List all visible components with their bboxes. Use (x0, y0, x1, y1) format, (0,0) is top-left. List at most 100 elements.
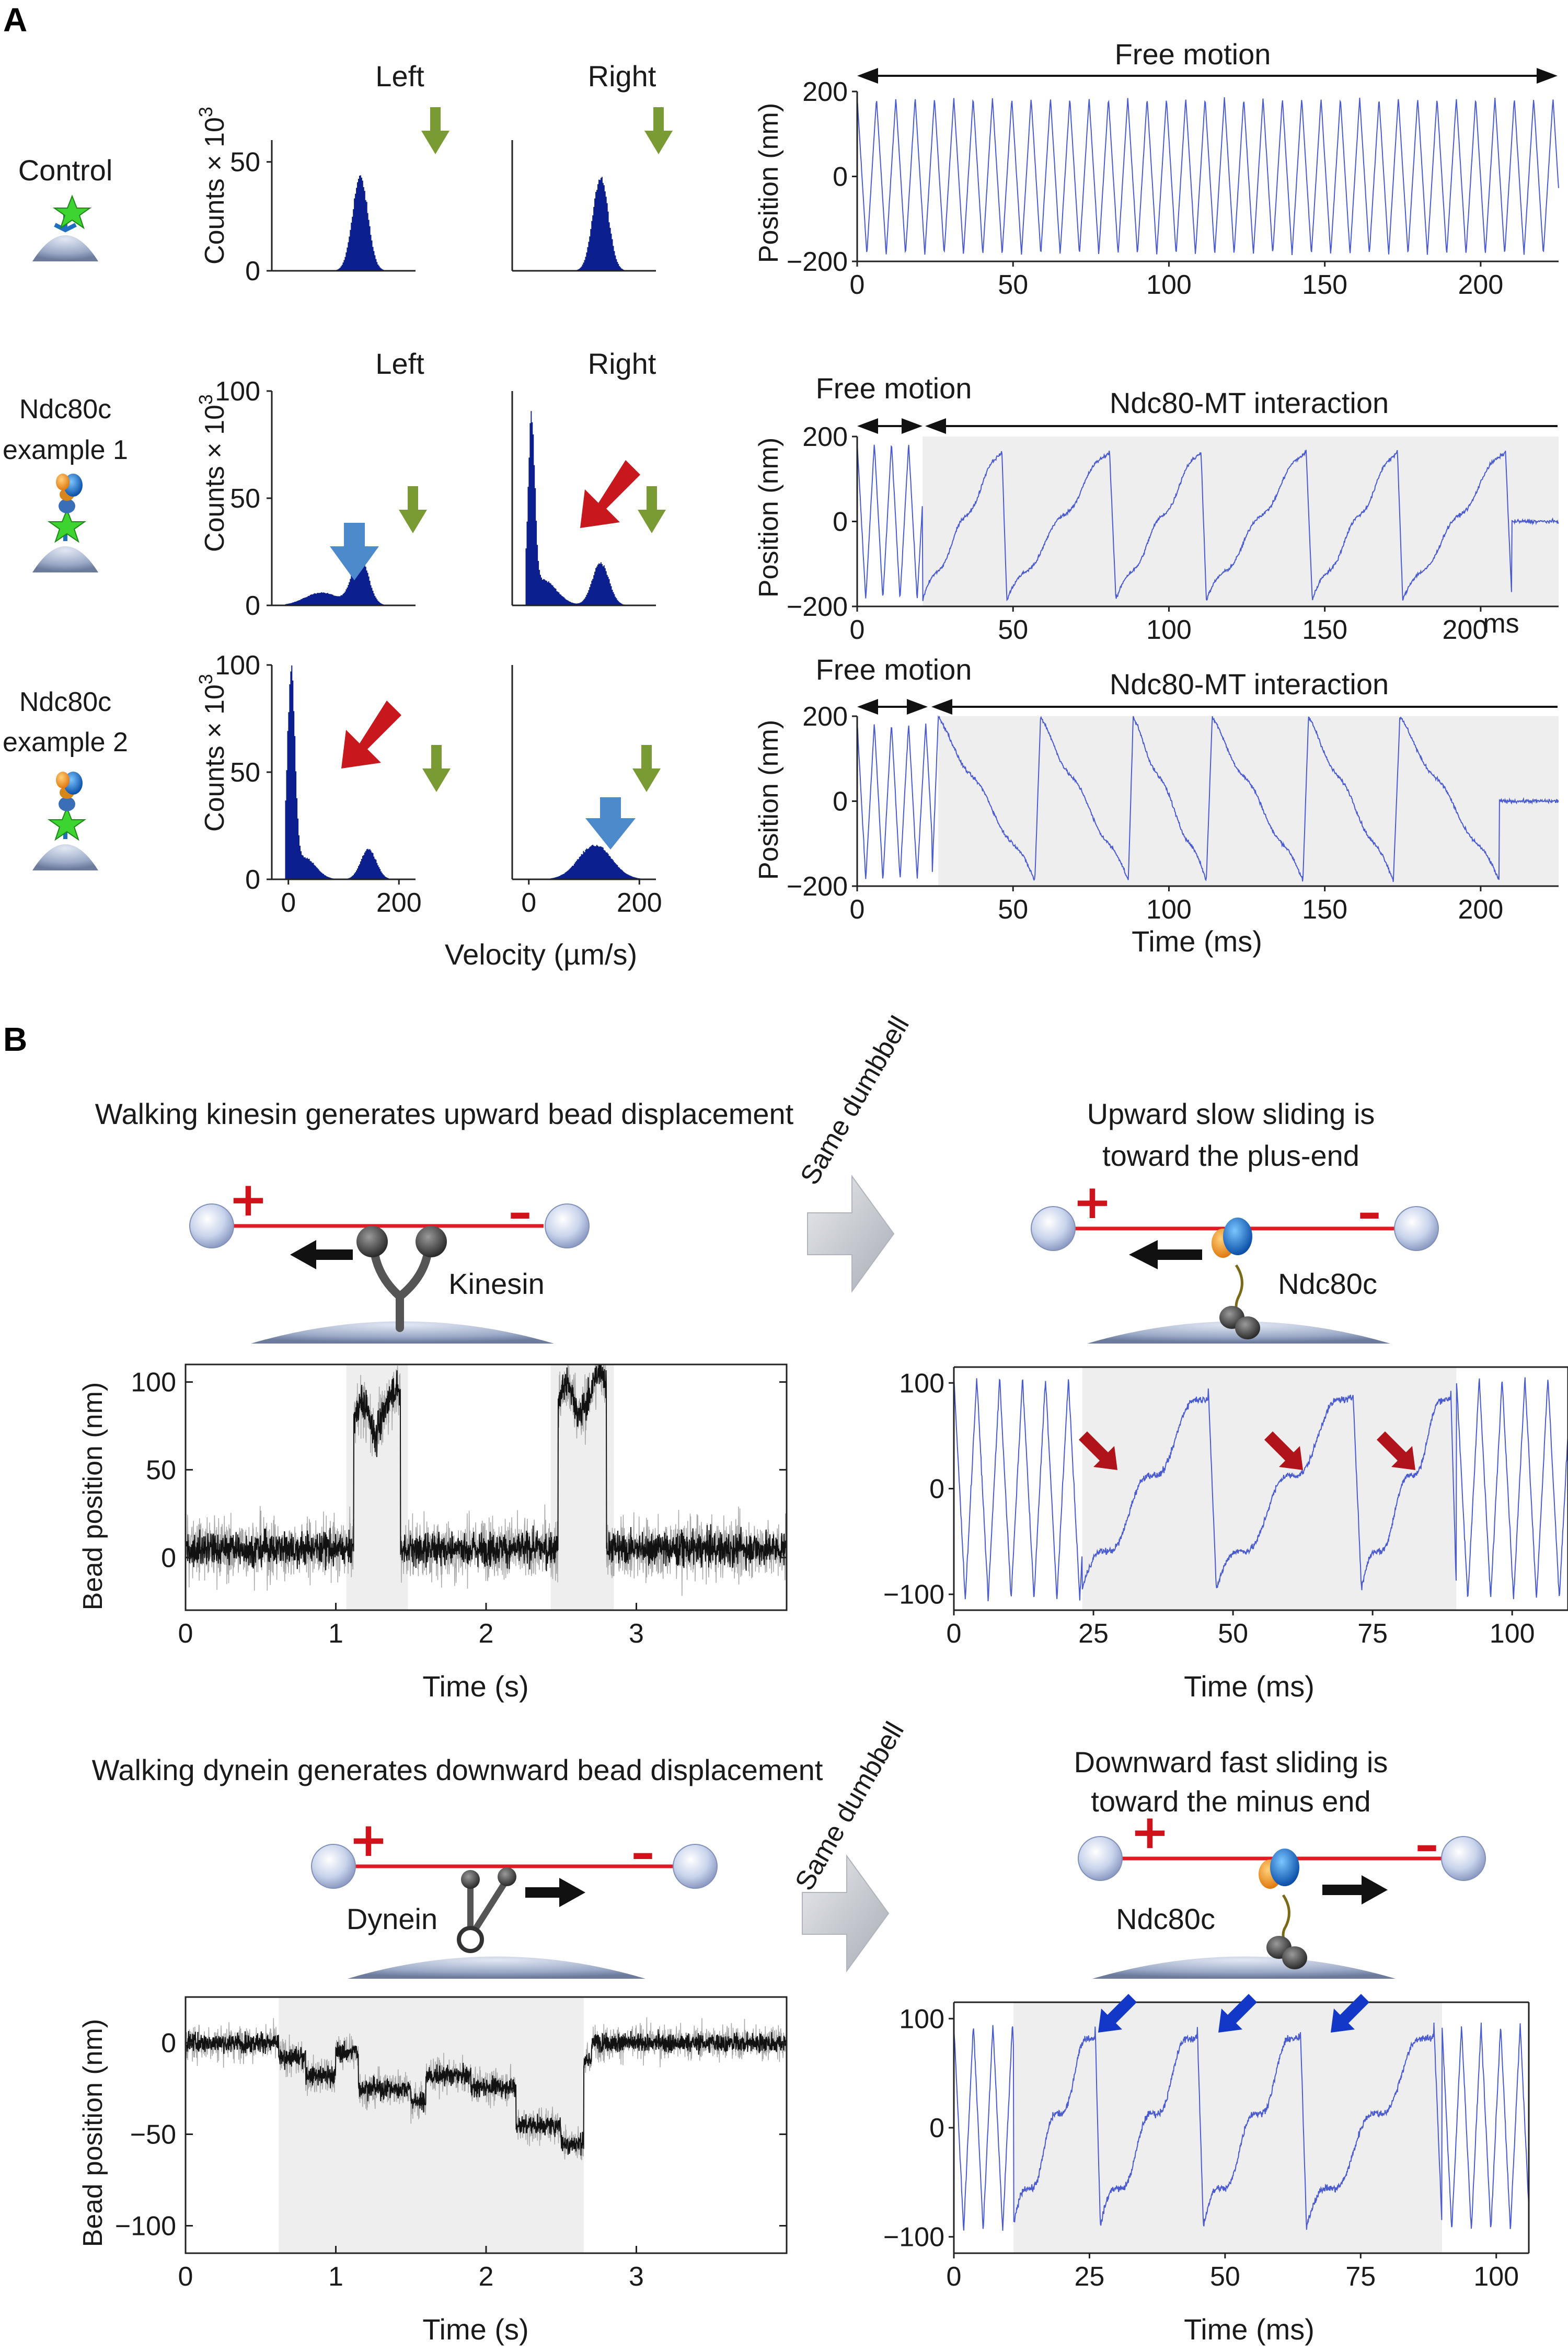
ndc-up-plus: + (1073, 1175, 1112, 1230)
x-tick-label: 3 (629, 1619, 644, 1649)
ndc80c-bead-icon-1 (32, 474, 98, 572)
kinesin-minus: – (509, 1185, 532, 1240)
trace-ylabel-3: Position (nm) (754, 720, 784, 880)
histogram-ex1-left: 0 50 100 (215, 376, 416, 621)
y-tick-label: 50 (146, 1455, 176, 1485)
free-motion-label-2: Free motion (816, 372, 972, 405)
x-tick-label: 100 (1146, 894, 1192, 925)
x-tick-label: 0 (850, 894, 865, 925)
x-tick-label: 2 (479, 1619, 494, 1649)
x-tick-label: 50 (998, 894, 1028, 925)
green-arrow-3 (399, 486, 427, 533)
y-tick-label: 50 (230, 758, 260, 788)
x-tick-label: 200 (376, 888, 422, 918)
ndc-up-label: Ndc80c (1278, 1267, 1377, 1300)
x-tick-label: 150 (1302, 270, 1347, 300)
histogram-bars (577, 177, 625, 271)
ndc80c-bead-icon-2 (32, 772, 98, 870)
col-header-left-2: Left (375, 347, 424, 380)
y-tick-label: 0 (245, 591, 260, 621)
row-label-ex2-line1: Ndc80c (19, 687, 111, 717)
y-tick-label: 200 (802, 702, 848, 732)
downward-caption-line1: Downward fast sliding is (1074, 1746, 1388, 1779)
y-tick-label: −200 (787, 247, 848, 277)
x-tick-label: 150 (1302, 615, 1347, 645)
interaction-label-1: Ndc80-MT interaction (1110, 386, 1389, 419)
blue-arrow-2 (585, 797, 636, 850)
trace-line (953, 2022, 1529, 2231)
x-tick-label: 25 (1075, 2262, 1105, 2292)
hist-ylabel-3: Counts × 103 (195, 674, 230, 832)
x-tick-label: 100 (1490, 1619, 1535, 1649)
x-tick-label: 50 (1218, 1619, 1248, 1649)
y-tick-label: 100 (899, 2004, 944, 2034)
y-tick-label: 0 (245, 865, 260, 895)
ndc-down-minus: – (1415, 1818, 1439, 1873)
y-tick-label: 100 (215, 376, 260, 407)
green-arrow-4 (638, 486, 666, 533)
filtered-trace-line (185, 2029, 787, 2156)
x-tick-label: 200 (617, 888, 662, 918)
x-tick-label: 100 (1473, 2262, 1519, 2292)
y-tick-label: 100 (899, 1368, 944, 1398)
red-arrow-trace-1 (1079, 1431, 1117, 1470)
x-tick-label: 100 (1146, 270, 1192, 300)
x-tick-label: 2 (479, 2262, 494, 2292)
histogram-bars (336, 175, 384, 271)
bead-ylabel-2: Bead position (nm) (78, 2019, 108, 2247)
y-tick-label: −100 (115, 2211, 176, 2242)
x-tick-label: 200 (1458, 270, 1504, 300)
ndc80c-down-schematic (1078, 1836, 1486, 1979)
trace-line (857, 442, 1559, 602)
downward-caption-line2: toward the minus end (1091, 1785, 1370, 1818)
row-label-ex2-line2: example 2 (3, 727, 128, 758)
histogram-ex1-right (511, 391, 656, 606)
x-tick-label: 0 (521, 888, 536, 918)
dynein-caption: Walking dynein generates downward bead d… (92, 1753, 823, 1786)
filtered-trace-line (185, 1364, 787, 1571)
y-tick-label: 100 (131, 1368, 176, 1398)
histogram-bars (550, 844, 641, 879)
time-ms-label-2: Time (ms) (1184, 2313, 1315, 2346)
x-tick-label: 0 (947, 1619, 962, 1649)
interaction-label-2: Ndc80-MT interaction (1110, 668, 1389, 701)
y-tick-label: 50 (230, 147, 260, 178)
dynein-plus: + (349, 1812, 388, 1867)
ndc-up-minus: – (1358, 1185, 1381, 1240)
interaction-shade (938, 716, 1559, 886)
kinesin-schematic (189, 1203, 590, 1344)
red-arrow-2 (341, 701, 401, 768)
y-tick-label: 50 (230, 484, 260, 514)
histogram-bars (525, 411, 625, 605)
y-tick-label: 0 (833, 787, 848, 817)
kinesin-caption: Walking kinesin generates upward bead di… (95, 1097, 794, 1130)
dynein-trace: −100 −50 0 0 1 2 3 (115, 1996, 788, 2292)
green-arrow-2 (644, 107, 673, 154)
y-tick-label: −200 (787, 871, 848, 902)
y-tick-label: 0 (161, 1543, 176, 1573)
blue-arrow-trace-2 (1218, 1994, 1257, 2033)
trace-line (953, 1375, 1568, 1601)
x-tick-label: 0 (281, 888, 296, 918)
col-header-right-2: Right (588, 347, 656, 380)
free-motion-label-1: Free motion (1115, 38, 1271, 71)
red-arrow-trace-3 (1377, 1431, 1415, 1470)
histogram-control-left: 0 50 (230, 140, 416, 286)
kinesin-trace: 0 50 100 0 1 2 3 (131, 1363, 788, 1649)
hist-xlabel: Velocity (µm/s) (445, 938, 637, 971)
x-tick-label: 75 (1357, 1619, 1388, 1649)
trace-line (857, 715, 1559, 882)
x-tick-label: 50 (1210, 2262, 1240, 2292)
y-tick-label: −100 (883, 2222, 944, 2253)
interaction-arrow-1 (857, 418, 1558, 434)
histogram-ex2-left: 0 50 100 0 200 (215, 650, 421, 918)
blue-arrow-trace-1 (1098, 1994, 1137, 2033)
row-label-control: Control (18, 154, 113, 187)
y-tick-label: 0 (929, 2113, 944, 2143)
time-s-label-1: Time (s) (422, 1670, 528, 1703)
green-arrow-1 (421, 107, 449, 154)
x-tick-label: 0 (947, 2262, 962, 2292)
